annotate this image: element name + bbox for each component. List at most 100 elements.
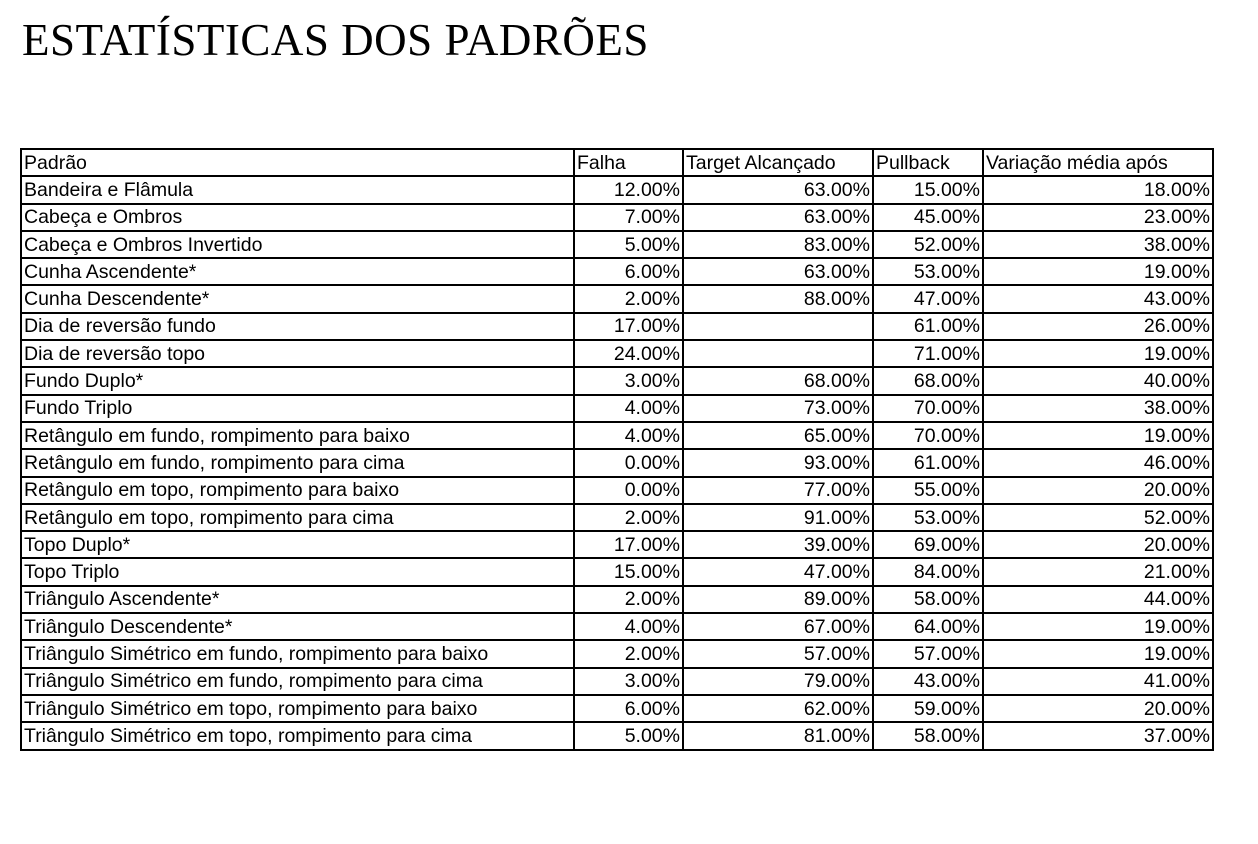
cell-target: 65.00% [682,420,874,451]
cell-variacao: 18.00% [982,175,1214,205]
cell-pullback: 43.00% [872,666,984,696]
cell-padrao: Topo Duplo* [20,530,575,560]
cell-falha: 2.00% [573,284,684,314]
cell-variacao: 38.00% [982,393,1214,423]
cell-target: 91.00% [682,502,874,533]
cell-variacao: 23.00% [982,202,1214,232]
cell-pullback: 53.00% [872,502,984,533]
cell-pullback: 68.00% [872,366,984,396]
cell-padrao: Bandeira e Flâmula [20,175,575,205]
cell-target: 77.00% [682,475,874,505]
page-title: ESTATÍSTICAS DOS PADRÕES [22,15,649,65]
table-row: Cunha Descendente* 2.00% 88.00% 47.00% 43.00… [20,284,1214,314]
cell-padrao: Cunha Ascendente* [20,257,575,287]
cell-pullback: 45.00% [872,202,984,232]
cell-variacao: 40.00% [982,366,1214,396]
cell-falha: 5.00% [573,721,684,751]
table-row: Cabeça e Ombros 7.00% 63.00% 45.00% 23.00% [20,202,1214,232]
cell-falha: 2.00% [573,584,684,615]
cell-padrao: Retângulo em topo, rompimento para baixo [20,475,575,505]
cell-padrao: Fundo Triplo [20,393,575,423]
cell-pullback: 59.00% [872,693,984,724]
cell-target: 63.00% [682,175,874,205]
cell-falha: 7.00% [573,202,684,232]
header-falha: Falha [573,147,684,178]
cell-padrao: Topo Triplo [20,557,575,587]
cell-target [682,339,874,369]
cell-pullback: 61.00% [872,311,984,342]
cell-variacao: 46.00% [982,448,1214,478]
table-row: Fundo Triplo 4.00% 73.00% 70.00% 38.00% [20,393,1214,423]
cell-pullback: 70.00% [872,393,984,423]
table-row: Cunha Ascendente* 6.00% 63.00% 53.00% 19.00% [20,257,1214,287]
cell-padrao: Dia de reversão topo [20,339,575,369]
cell-target: 63.00% [682,202,874,232]
cell-variacao: 19.00% [982,420,1214,451]
cell-variacao: 21.00% [982,557,1214,587]
cell-pullback: 58.00% [872,584,984,615]
cell-target: 79.00% [682,666,874,696]
table-row: Triângulo Descendente* 4.00% 67.00% 64.00% 1… [20,612,1214,642]
cell-falha: 0.00% [573,475,684,505]
header-padrao: Padrão [20,147,575,178]
cell-pullback: 47.00% [872,284,984,314]
cell-falha: 3.00% [573,366,684,396]
table-row: Retângulo em fundo, rompimento para cima… [20,448,1214,478]
cell-variacao: 20.00% [982,693,1214,724]
cell-falha: 4.00% [573,420,684,451]
cell-falha: 17.00% [573,311,684,342]
cell-target: 57.00% [682,639,874,669]
cell-padrao: Triângulo Simétrico em topo, rompimento … [20,693,575,724]
cell-variacao: 37.00% [982,721,1214,751]
cell-falha: 6.00% [573,257,684,287]
table-row: Triângulo Simétrico em fundo, rompimento… [20,666,1214,696]
cell-falha: 0.00% [573,448,684,478]
cell-target: 89.00% [682,584,874,615]
table-row: Triângulo Simétrico em fundo, rompimento… [20,639,1214,669]
cell-target: 39.00% [682,530,874,560]
cell-variacao: 19.00% [982,339,1214,369]
cell-pullback: 57.00% [872,639,984,669]
cell-padrao: Fundo Duplo* [20,366,575,396]
cell-target: 88.00% [682,284,874,314]
cell-pullback: 70.00% [872,420,984,451]
cell-padrao: Triângulo Simétrico em fundo, rompimento… [20,666,575,696]
cell-variacao: 44.00% [982,584,1214,615]
table-row: Fundo Duplo* 3.00% 68.00% 68.00% 40.00% [20,366,1214,396]
cell-pullback: 69.00% [872,530,984,560]
cell-target: 83.00% [682,229,874,260]
table-row: Cabeça e Ombros Invertido 5.00% 83.00% 52.0… [20,229,1214,260]
cell-variacao: 19.00% [982,257,1214,287]
table-row: Retângulo em topo, rompimento para baixo… [20,475,1214,505]
cell-target: 81.00% [682,721,874,751]
cell-pullback: 52.00% [872,229,984,260]
table-row: Retângulo em topo, rompimento para cima 2… [20,502,1214,533]
cell-falha: 3.00% [573,666,684,696]
cell-padrao: Cabeça e Ombros Invertido [20,229,575,260]
table-row: Triângulo Simétrico em topo, rompimento … [20,721,1214,751]
table-row: Triângulo Simétrico em topo, rompimento … [20,693,1214,724]
header-variacao: Variação média após [982,147,1214,178]
cell-variacao: 43.00% [982,284,1214,314]
header-pullback: Pullback [872,147,984,178]
table-row: Topo Triplo 15.00% 47.00% 84.00% 21.00% [20,557,1214,587]
cell-target [682,311,874,342]
cell-pullback: 53.00% [872,257,984,287]
cell-variacao: 20.00% [982,475,1214,505]
cell-target: 67.00% [682,612,874,642]
cell-variacao: 38.00% [982,229,1214,260]
cell-pullback: 15.00% [872,175,984,205]
cell-target: 62.00% [682,693,874,724]
cell-pullback: 58.00% [872,721,984,751]
pattern-stats-table: Padrão Falha Target Alcançado Pullback Varia… [20,147,1214,751]
table-row: Triângulo Ascendente* 2.00% 89.00% 58.00% 44… [20,584,1214,615]
table-row: Topo Duplo* 17.00% 39.00% 69.00% 20.00% [20,530,1214,560]
cell-falha: 6.00% [573,693,684,724]
cell-pullback: 71.00% [872,339,984,369]
cell-variacao: 26.00% [982,311,1214,342]
cell-pullback: 64.00% [872,612,984,642]
cell-padrao: Cunha Descendente* [20,284,575,314]
cell-falha: 24.00% [573,339,684,369]
cell-target: 63.00% [682,257,874,287]
header-target: Target Alcançado [682,147,874,178]
